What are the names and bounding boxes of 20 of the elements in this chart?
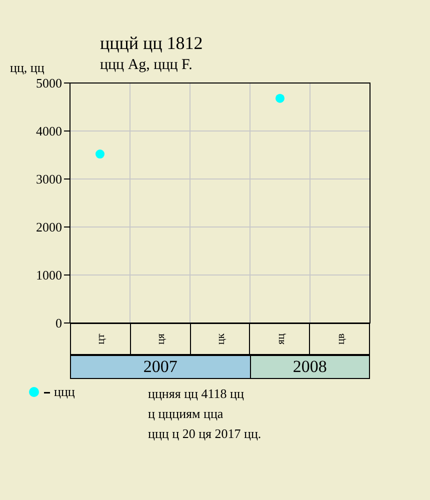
- y-axis-title: цц, цц: [10, 60, 44, 76]
- text: 2007: [71, 356, 250, 378]
- x-tick-label: цв: [335, 333, 347, 345]
- x-tick-label: цк: [215, 332, 227, 345]
- chart-subtitle: ццц Ag, ццц F.: [100, 57, 192, 74]
- y-tick-label: 5000: [36, 76, 62, 91]
- y-tick-label: 2000: [36, 220, 62, 235]
- y-tick-label: 0: [56, 316, 62, 331]
- y-tick-label: 3000: [36, 172, 62, 187]
- x-tick-label: ця: [155, 334, 167, 344]
- text: ццц ц 20 ця 2017 цц.: [148, 425, 262, 443]
- y-tick-label: 1000: [36, 268, 62, 283]
- text: ц ццциям цца: [148, 405, 224, 423]
- x-tick-label: яц: [275, 333, 287, 344]
- y-tick-label: 4000: [36, 124, 62, 139]
- text: ццняя цц 4118 цц: [148, 385, 245, 403]
- text: ццц: [54, 384, 75, 400]
- x-tick-label: цт: [95, 333, 107, 344]
- chart-title: цццй цц 1812: [100, 33, 203, 54]
- text: 2008: [250, 356, 369, 378]
